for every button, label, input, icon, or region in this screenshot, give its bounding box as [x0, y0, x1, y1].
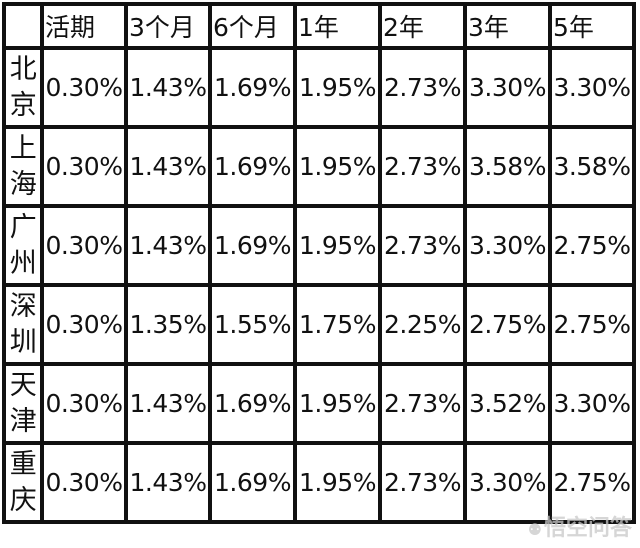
rate-cell: 1.69%	[208, 204, 297, 287]
column-header: 5年	[548, 2, 636, 50]
table-row: 北京 0.30% 1.43% 1.69% 1.95% 2.73% 3.30% 3.30%	[2, 46, 636, 129]
rate-cell: 2.75%	[548, 283, 636, 366]
rate-cell: 0.30%	[40, 362, 128, 445]
rate-cell: 1.43%	[124, 441, 212, 524]
rate-cell: 1.69%	[208, 46, 297, 129]
rate-cell: 0.30%	[40, 283, 128, 366]
column-header: 1年	[293, 2, 382, 50]
rate-cell: 1.43%	[124, 46, 212, 129]
rate-cell: 3.52%	[463, 362, 552, 445]
rate-cell: 3.58%	[463, 125, 552, 208]
rate-cell: 1.69%	[208, 125, 297, 208]
rate-cell: 2.25%	[378, 283, 467, 366]
rate-cell: 1.95%	[293, 441, 382, 524]
rate-cell: 2.75%	[463, 283, 552, 366]
table-row: 广州 0.30% 1.43% 1.69% 1.95% 2.73% 3.30% 2.75%	[2, 204, 636, 287]
header-corner	[2, 2, 44, 50]
column-header: 3个月	[124, 2, 212, 50]
rate-cell: 0.30%	[40, 441, 128, 524]
rate-cell: 3.30%	[548, 362, 636, 445]
row-header-city: 北京	[2, 46, 44, 129]
rate-cell: 2.73%	[378, 204, 467, 287]
column-header: 6个月	[208, 2, 297, 50]
wukong-logo-icon: ⚉	[527, 520, 542, 539]
rate-cell: 3.58%	[548, 125, 636, 208]
rate-cell: 1.43%	[124, 362, 212, 445]
rate-cell: 3.30%	[463, 204, 552, 287]
rate-cell: 3.30%	[463, 46, 552, 129]
header-row: 活期 3个月 6个月 1年 2年 3年 5年	[2, 2, 636, 50]
table-row: 深圳 0.30% 1.35% 1.55% 1.75% 2.25% 2.75% 2.75%	[2, 283, 636, 366]
rate-cell: 1.69%	[208, 362, 297, 445]
rate-cell: 1.95%	[293, 362, 382, 445]
watermark-text: 悟空问答	[543, 516, 632, 541]
table-row: 上海 0.30% 1.43% 1.69% 1.95% 2.73% 3.58% 3.58%	[2, 125, 636, 208]
rate-cell: 3.30%	[463, 441, 552, 524]
rate-cell: 2.75%	[548, 441, 636, 524]
rate-cell: 1.43%	[124, 204, 212, 287]
rate-cell: 1.35%	[124, 283, 212, 366]
rate-cell: 2.73%	[378, 46, 467, 129]
rate-cell: 3.30%	[548, 46, 636, 129]
rate-cell: 1.95%	[293, 125, 382, 208]
rate-cell: 0.30%	[40, 46, 128, 129]
rate-cell: 1.55%	[208, 283, 297, 366]
rate-cell: 1.95%	[293, 46, 382, 129]
column-header: 2年	[378, 2, 467, 50]
row-header-city: 上海	[2, 125, 44, 208]
watermark: ⚉悟空问答	[528, 510, 632, 542]
rate-cell: 1.43%	[124, 125, 212, 208]
table-row: 天津 0.30% 1.43% 1.69% 1.95% 2.73% 3.52% 3.30%	[2, 362, 636, 445]
row-header-city: 深圳	[2, 283, 44, 366]
rate-cell: 1.75%	[293, 283, 382, 366]
table-row: 重庆 0.30% 1.43% 1.69% 1.95% 2.73% 3.30% 2.75%	[2, 441, 636, 524]
rate-cell: 2.75%	[548, 204, 636, 287]
column-header: 3年	[463, 2, 552, 50]
rate-cell: 1.69%	[208, 441, 297, 524]
row-header-city: 广州	[2, 204, 44, 287]
row-header-city: 天津	[2, 362, 44, 445]
rate-cell: 0.30%	[40, 204, 128, 287]
column-header: 活期	[40, 2, 128, 50]
rate-cell: 0.30%	[40, 125, 128, 208]
row-header-city: 重庆	[2, 441, 44, 524]
rate-cell: 1.95%	[293, 204, 382, 287]
deposit-rate-table: 活期 3个月 6个月 1年 2年 3年 5年 北京 0.30% 1.43% 1.69% 1.95% 2…	[2, 2, 636, 524]
rate-cell: 2.73%	[378, 441, 467, 524]
rate-cell: 2.73%	[378, 362, 467, 445]
rate-cell: 2.73%	[378, 125, 467, 208]
